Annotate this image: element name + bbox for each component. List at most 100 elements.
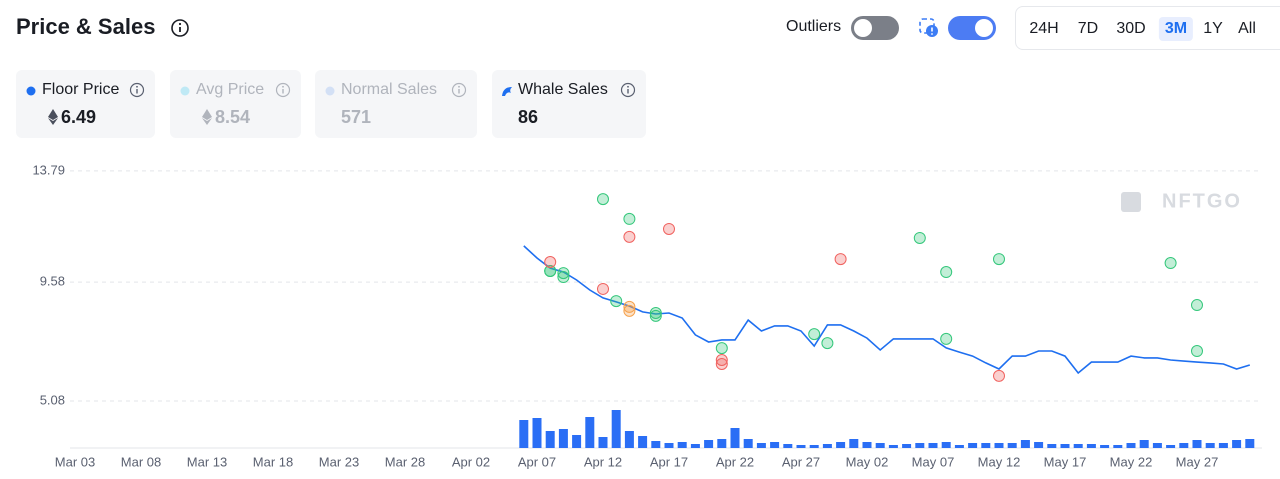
volume-bar [1166,445,1176,448]
timeframe-button[interactable]: 3M [1158,17,1194,41]
stat-marker [325,86,335,96]
volume-bar [915,443,925,448]
outliers-label: Outliers [786,18,842,35]
x-tick-label: Apr 17 [650,454,688,469]
stat-label: Floor Price [42,81,120,98]
x-tick-label: Mar 23 [319,454,359,469]
volume-bar [770,442,780,448]
volume-bar [1232,440,1242,448]
sale-dot [808,328,821,341]
info-icon[interactable] [451,82,467,98]
sale-dot [913,231,926,244]
sale-dot [993,253,1005,266]
volume-bar [1020,440,1030,448]
volume-bar [677,442,687,448]
x-tick-label: Apr 22 [716,454,754,469]
timeframe-button[interactable]: 1Y [1203,20,1223,37]
outliers-toggle[interactable] [851,16,899,40]
volume-bar [1113,445,1123,448]
stat-value: 571 [341,107,372,127]
sale-dot [649,306,662,319]
volume-bar [1179,443,1189,448]
volume-bar [1034,442,1044,448]
info-icon[interactable] [170,18,190,38]
sale-dot [715,342,728,355]
sale-dot [940,266,953,279]
x-tick-label: May 02 [846,454,889,469]
volume-bar [1047,444,1057,448]
stat-marker [180,86,190,96]
x-tick-label: May 27 [1176,454,1219,469]
volume-bar [902,444,912,448]
sale-dot [597,193,609,206]
volume-bar [783,444,793,448]
volume-bar [1205,443,1215,448]
volume-bar [968,443,978,448]
volume-bar [994,443,1004,448]
timeframe-button[interactable]: All [1238,20,1256,37]
sale-dot [623,300,636,313]
stat-marker [26,86,36,96]
stat-value: 6.49 [61,107,97,127]
sale-dot [544,264,557,277]
info-icon[interactable] [275,82,291,98]
timeframe-button[interactable]: 24H [1029,20,1059,37]
volume-bar [651,441,661,448]
stat-value: 8.54 [215,107,251,127]
sale-dot [610,295,623,308]
x-tick-label: Apr 02 [452,454,490,469]
x-tick-label: Mar 13 [187,454,227,469]
eth-icon [48,109,58,125]
volume-bar [941,442,951,448]
x-tick-label: May 07 [912,454,955,469]
sale-dot [993,369,1005,382]
stat-label: Whale Sales [518,81,608,98]
eth-icon [202,109,212,125]
volume-bar [1060,444,1070,448]
timeframe-button[interactable]: 7D [1077,20,1099,37]
stat-card: Whale Sales 86 [492,70,646,138]
toggle[interactable] [948,16,996,40]
volume-bar [981,443,991,448]
sale-dot [557,267,570,280]
volume-bar [638,436,648,448]
volume-bar [1218,443,1228,448]
volume-bar [888,445,898,448]
alert-icon[interactable] [918,17,940,39]
volume-bar [849,439,859,448]
floor-price-line [523,245,1251,375]
sale-dot [1191,345,1203,358]
sale-dot [544,255,557,268]
sale-dot [663,222,675,235]
sale-dot [940,332,953,345]
volume-bar [1152,443,1162,448]
x-tick-label: May 12 [978,454,1021,469]
x-tick-label: Mar 18 [253,454,293,469]
volume-bar [862,442,872,448]
sale-dot [715,354,728,367]
volume-bar [809,445,819,448]
volume-bar [822,444,832,448]
timeframe-group: 24H 7D 30D 3M 1Y All [1015,6,1280,50]
sale-dot [821,337,834,350]
sale-dot [623,230,636,243]
volume-bar [664,443,674,448]
x-tick-label: May 17 [1044,454,1087,469]
title: Price & Sales [16,14,156,39]
sale-dot [597,282,609,295]
volume-bar [704,440,714,448]
volume-bar [1100,445,1110,448]
info-icon[interactable] [129,82,145,98]
stat-card: Normal Sales 571 [315,70,477,138]
stat-card: Floor Price 6.49 [16,70,155,138]
stat-card: Avg Price 8.54 [170,70,301,138]
info-icon[interactable] [620,82,636,98]
y-tick-label: 5.08 [40,392,65,407]
volume-bar [572,435,582,448]
volume-bar [519,420,529,448]
x-tick-label: Apr 07 [518,454,556,469]
volume-bar [690,444,700,448]
x-tick-label: Mar 28 [385,454,425,469]
timeframe-button[interactable]: 30D [1116,20,1146,37]
sale-dot [623,212,636,225]
